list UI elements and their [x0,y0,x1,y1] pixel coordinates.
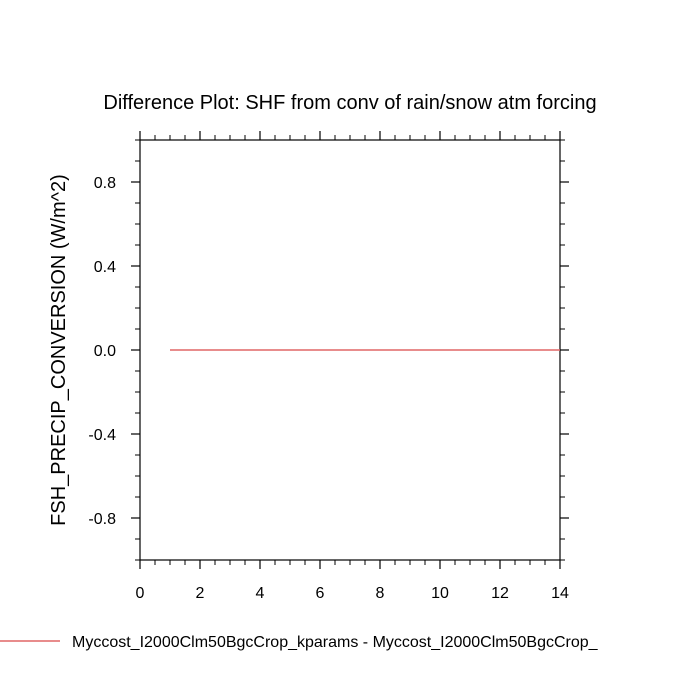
y-tick-label: 0.0 [94,343,116,360]
axis-ticks: 0 2 4 6 8 10 12 14 -0.8 -0.4 0.0 0.4 0.8 [88,131,569,602]
x-tick-label: 10 [431,585,449,602]
x-tick-label: 8 [376,585,385,602]
y-tick-label: 0.8 [94,175,116,192]
x-tick-label: 2 [196,585,205,602]
x-tick-label: 14 [551,585,569,602]
x-tick-label: 6 [316,585,325,602]
y-tick-label: 0.4 [94,259,116,276]
x-tick-label: 0 [136,585,145,602]
y-axis-label: FSH_PRECIP_CONVERSION (W/m^2) [48,174,70,526]
legend-label: Myccost_I2000Clm50BgcCrop_kparams - Mycc… [72,634,599,651]
legend: Myccost_I2000Clm50BgcCrop_kparams - Mycc… [0,634,599,651]
x-tick-label: 4 [256,585,265,602]
x-tick-label: 12 [491,585,509,602]
y-tick-label: -0.8 [88,511,116,528]
chart-title: Difference Plot: SHF from conv of rain/s… [103,92,596,114]
y-tick-label: -0.4 [88,427,116,444]
